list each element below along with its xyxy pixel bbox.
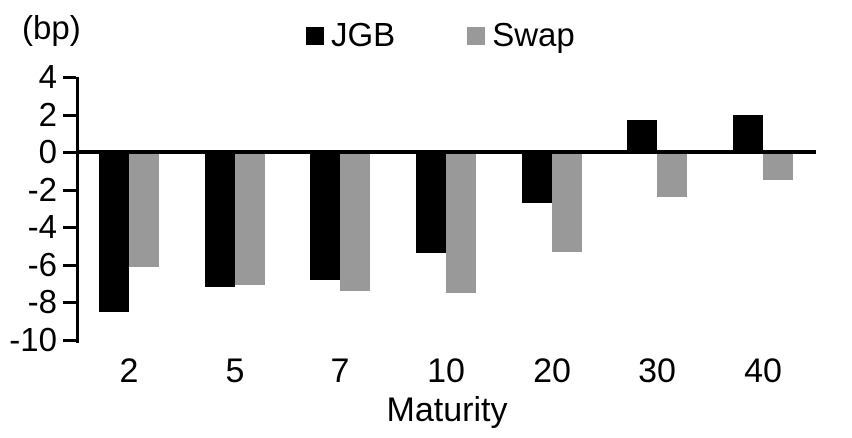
x-tick-label: 7 bbox=[330, 352, 350, 390]
legend-item-jgb: JGB bbox=[306, 15, 395, 55]
legend: JGB Swap bbox=[306, 15, 575, 55]
bar-jgb-7 bbox=[310, 152, 340, 280]
y-tick-label: -8 bbox=[27, 283, 57, 321]
bar-swap-5 bbox=[235, 152, 265, 286]
legend-swatch-jgb-icon bbox=[306, 27, 324, 45]
bar-swap-30 bbox=[657, 152, 687, 198]
y-tick-label: -10 bbox=[9, 321, 57, 358]
bar-jgb-20 bbox=[522, 152, 552, 203]
bar-swap-7 bbox=[340, 152, 370, 292]
x-tick-label: 30 bbox=[638, 352, 676, 390]
y-tick-mark bbox=[63, 113, 76, 117]
y-tick-mark bbox=[63, 339, 76, 342]
x-axis-title: Maturity bbox=[386, 391, 508, 429]
y-tick-mark bbox=[63, 301, 76, 305]
y-tick-mark bbox=[63, 151, 76, 155]
bar-jgb-30 bbox=[627, 120, 657, 153]
legend-item-swap: Swap bbox=[467, 15, 575, 55]
x-tick-label: 5 bbox=[225, 352, 245, 390]
x-tick-label: 10 bbox=[427, 352, 465, 390]
bar-swap-2 bbox=[129, 152, 159, 267]
legend-swatch-swap-icon bbox=[467, 27, 486, 45]
x-tick-label: 40 bbox=[744, 352, 782, 390]
y-tick-label: -6 bbox=[27, 245, 57, 283]
y-tick-label: 4 bbox=[38, 58, 57, 95]
bar-swap-10 bbox=[446, 152, 476, 293]
y-tick-mark bbox=[63, 226, 76, 230]
x-axis-zero-line bbox=[76, 150, 816, 155]
legend-label-swap: Swap bbox=[492, 16, 575, 53]
bar-swap-20 bbox=[552, 152, 582, 252]
y-tick-label: 0 bbox=[38, 133, 57, 171]
bar-jgb-2 bbox=[99, 152, 129, 312]
y-tick-mark bbox=[63, 188, 76, 192]
y-tick-mark bbox=[63, 76, 76, 79]
x-tick-label: 20 bbox=[533, 352, 571, 390]
y-tick-label: -2 bbox=[27, 170, 57, 208]
y-axis-unit-label: (bp) bbox=[22, 9, 81, 46]
y-tick-label: 2 bbox=[38, 95, 57, 133]
legend-label-jgb: JGB bbox=[331, 16, 396, 53]
x-tick-label: 2 bbox=[119, 352, 139, 390]
bar-swap-40 bbox=[763, 152, 793, 181]
y-axis-line bbox=[76, 77, 79, 343]
y-tick-label: -4 bbox=[27, 208, 57, 246]
bar-jgb-5 bbox=[205, 152, 235, 288]
bar-jgb-40 bbox=[733, 114, 763, 153]
bar-jgb-10 bbox=[416, 152, 446, 254]
y-tick-mark bbox=[63, 263, 76, 267]
